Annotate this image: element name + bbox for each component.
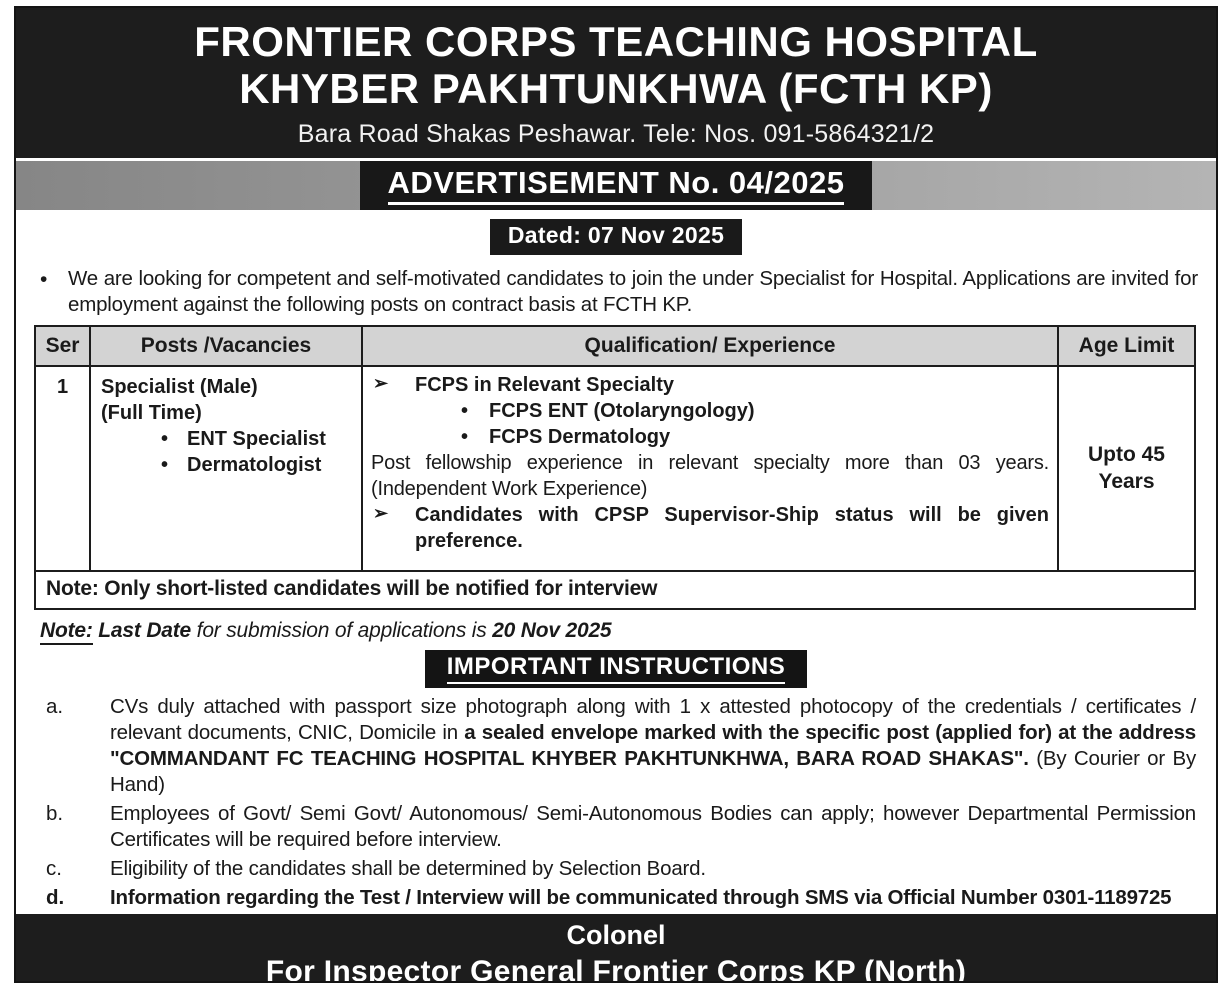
bullet-icon: •	[161, 427, 169, 450]
instruction-item-d: d. Information regarding the Test / Inte…	[46, 885, 1196, 911]
experience-text: Post fellowship experience in relevant s…	[371, 451, 1049, 474]
instructions-list: a. CVs duly attached with passport size …	[46, 694, 1196, 914]
bullet-icon: •	[161, 453, 169, 476]
qualification-sub-text: FCPS ENT (Otolaryngology)	[489, 399, 755, 422]
qualification-text: FCPS in Relevant Specialty	[415, 373, 674, 396]
column-header-ser: Ser	[34, 324, 91, 367]
posts-cell: Specialist (Male) (Full Time) • ENT Spec…	[89, 364, 363, 572]
footer-banner: Colonel For Inspector General Frontier C…	[16, 914, 1216, 983]
last-date-value: 20 Nov 2025	[492, 618, 612, 642]
age-limit-value: Upto 45 Years	[1057, 364, 1196, 572]
last-date-note: Note: Last Date for submission of applic…	[40, 618, 1216, 645]
table-row: 1 Specialist (Male) (Full Time) • ENT Sp…	[34, 364, 1196, 572]
bullet-icon: •	[461, 399, 469, 422]
instruction-a-part1: CVs duly attached with passport size pho…	[110, 694, 1196, 744]
table-header-row: Ser Posts /Vacancies Qualification/ Expe…	[34, 324, 1196, 367]
hospital-title-line1: FRONTIER CORPS TEACHING HOSPITAL	[194, 18, 1038, 65]
dated-box: Dated: 07 Nov 2025	[489, 218, 743, 255]
table-note-row: Note: Only short-listed candidates will …	[34, 569, 1196, 610]
instruction-a-part3: (By Courier or By Hand)	[110, 746, 1196, 796]
important-instructions-heading: IMPORTANT INSTRUCTIONS	[446, 652, 786, 684]
post-title: Specialist (Male)	[101, 375, 258, 398]
qualification-cell: ➢ FCPS in Relevant Specialty • FCPS ENT …	[361, 364, 1059, 572]
column-header-posts: Posts /Vacancies	[89, 324, 363, 367]
intro-paragraph: • We are looking for competent and self-…	[40, 266, 1198, 319]
arrow-bullet-icon: ➢	[373, 372, 389, 393]
post-bullet-label: Dermatologist	[187, 453, 322, 476]
experience-note: (Independent Work Experience)	[371, 477, 648, 500]
instruction-letter: c.	[46, 856, 62, 880]
qualification-sub-item: • FCPS Dermatology	[461, 424, 1049, 450]
posts-table: Ser Posts /Vacancies Qualification/ Expe…	[34, 324, 1196, 610]
post-bullet-item: • ENT Specialist	[161, 426, 355, 452]
hospital-address-phone: Bara Road Shakas Peshawar. Tele: Nos. 09…	[297, 119, 935, 148]
instruction-text: Information regarding the Test / Intervi…	[110, 886, 1172, 909]
bullet-icon: •	[461, 425, 469, 448]
advertisement-number-box: ADVERTISEMENT No. 04/2025	[359, 160, 873, 210]
post-bullet-label: ENT Specialist	[187, 427, 326, 450]
column-header-qualification: Qualification/ Experience	[361, 324, 1059, 367]
important-instructions-box: IMPORTANT INSTRUCTIONS	[424, 649, 808, 688]
post-type: (Full Time)	[101, 401, 202, 424]
qualification-sub-text: FCPS Dermatology	[489, 425, 671, 448]
bullet-icon: •	[40, 267, 48, 291]
instruction-a-part2: a sealed envelope marked with the specif…	[110, 720, 1197, 770]
column-header-age-limit: Age Limit	[1057, 324, 1196, 367]
instruction-letter: d.	[46, 886, 65, 909]
hospital-title-line2: KHYBER PAKHTUNKHWA (FCTH KP)	[239, 65, 993, 113]
instruction-item-a: a. CVs duly attached with passport size …	[46, 694, 1196, 798]
signatory-rank: Colonel	[566, 920, 666, 951]
qualification-item: ➢ Candidates with CPSP Supervisor-Ship s…	[371, 502, 1049, 554]
last-date-regular: for submission of applications is	[191, 618, 493, 642]
last-date-label: Note:	[40, 618, 93, 645]
instruction-text: Employees of Govt/ Semi Govt/ Autonomous…	[110, 801, 1196, 851]
post-bullet-item: • Dermatologist	[161, 452, 355, 478]
qualification-text: Candidates with CPSP Supervisor-Ship sta…	[415, 503, 1049, 552]
instruction-text: CVs duly attached with passport size pho…	[110, 694, 1196, 798]
gray-band: ADVERTISEMENT No. 04/2025	[16, 160, 1216, 210]
ser-number: 1	[34, 364, 91, 572]
qualification-item: ➢ FCPS in Relevant Specialty	[371, 372, 1049, 398]
header-banner: FRONTIER CORPS TEACHING HOSPITAL KHYBER …	[16, 8, 1216, 158]
table-note-text: Note: Only short-listed candidates will …	[34, 569, 1196, 610]
advertisement-container: FRONTIER CORPS TEACHING HOSPITAL KHYBER …	[14, 6, 1218, 983]
last-date-bold: Last Date	[92, 618, 192, 642]
instruction-letter: b.	[46, 801, 64, 825]
signatory-title: For Inspector General Frontier Corps KP …	[265, 954, 967, 983]
advertisement-number: ADVERTISEMENT No. 04/2025	[387, 164, 845, 205]
instruction-item-c: c. Eligibility of the candidates shall b…	[46, 856, 1196, 882]
qualification-sub-item: • FCPS ENT (Otolaryngology)	[461, 398, 1049, 424]
instruction-item-b: b. Employees of Govt/ Semi Govt/ Autonom…	[46, 801, 1196, 853]
instruction-letter: a.	[46, 694, 64, 718]
instruction-text: Eligibility of the candidates shall be d…	[110, 856, 706, 880]
intro-text: We are looking for competent and self-mo…	[68, 266, 1198, 317]
arrow-bullet-icon: ➢	[373, 502, 389, 523]
